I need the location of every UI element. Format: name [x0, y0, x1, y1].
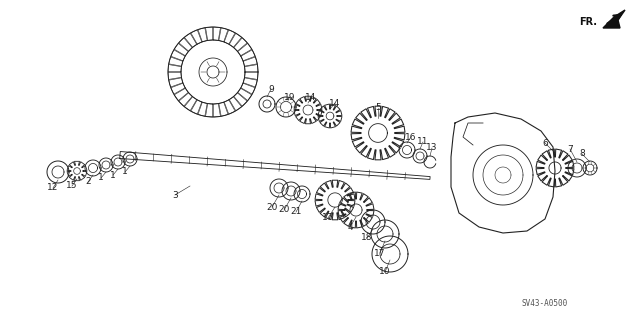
Text: FR.: FR. [579, 17, 597, 27]
Polygon shape [603, 10, 625, 28]
Text: 11: 11 [417, 137, 429, 146]
Text: 16: 16 [405, 132, 417, 142]
Text: 20: 20 [266, 203, 278, 211]
Text: 14: 14 [330, 99, 340, 108]
Text: 12: 12 [47, 183, 59, 192]
Text: 1: 1 [122, 167, 128, 176]
Text: 5: 5 [375, 103, 381, 113]
Text: 14: 14 [305, 93, 317, 102]
Text: 8: 8 [579, 150, 585, 159]
Text: 17: 17 [323, 213, 333, 222]
Text: 4: 4 [347, 222, 353, 232]
Text: 3: 3 [172, 190, 178, 199]
Text: SV43-A0500: SV43-A0500 [522, 300, 568, 308]
Text: 20: 20 [278, 205, 290, 214]
Text: 1: 1 [110, 170, 116, 180]
Text: 19: 19 [284, 93, 296, 101]
Text: 2: 2 [85, 177, 91, 187]
Text: 10: 10 [380, 268, 391, 277]
Text: 18: 18 [361, 234, 372, 242]
Text: 7: 7 [567, 145, 573, 153]
Text: 15: 15 [67, 182, 77, 190]
Text: 17: 17 [374, 249, 386, 257]
Text: 21: 21 [291, 207, 301, 217]
Text: 6: 6 [542, 138, 548, 147]
Text: 1: 1 [98, 174, 104, 182]
Text: 9: 9 [268, 85, 274, 93]
Text: 13: 13 [426, 144, 438, 152]
